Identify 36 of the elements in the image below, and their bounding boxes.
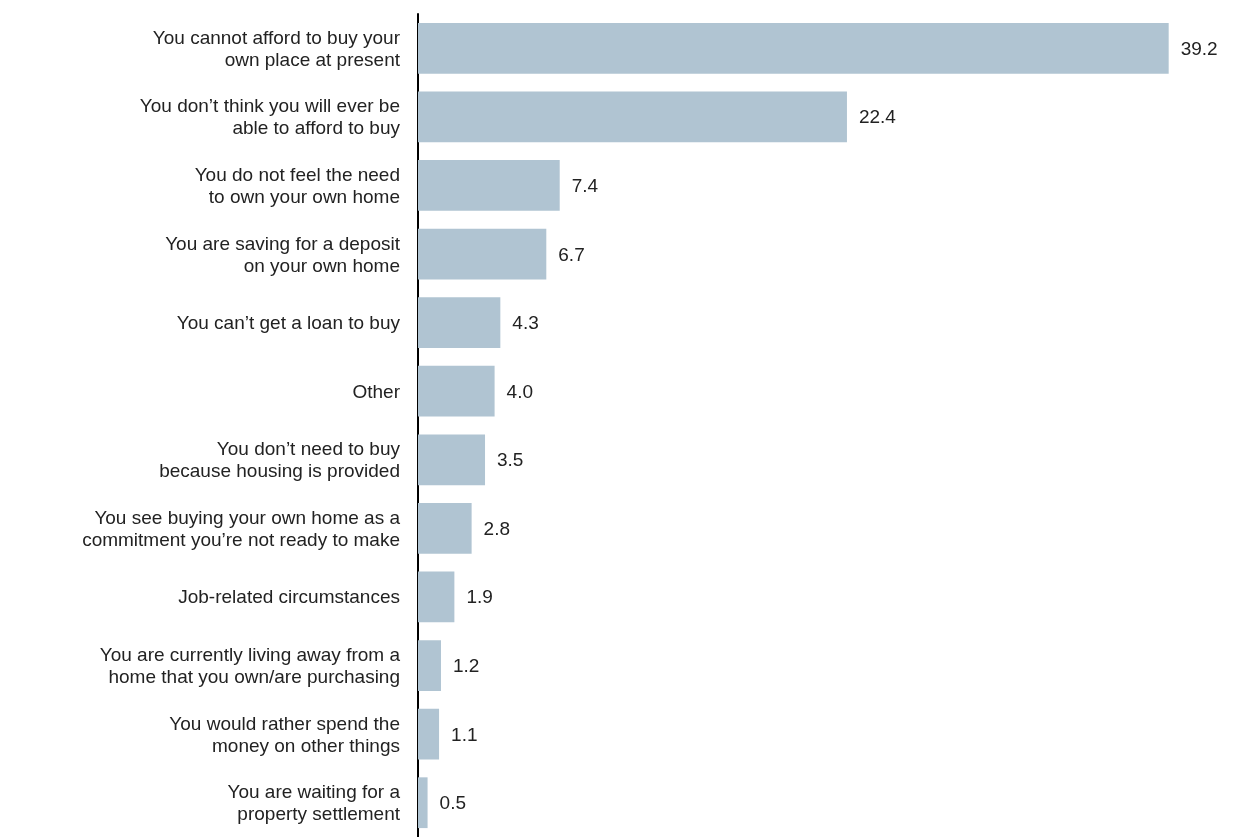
data-label: 2.8 — [483, 517, 511, 539]
bar — [418, 91, 847, 143]
bar — [418, 571, 455, 623]
bar — [418, 160, 560, 211]
bar — [418, 365, 495, 417]
y-tick-label: You are currently living away from a home that you own/are purchasing — [99, 644, 401, 688]
data-label: 1.1 — [451, 723, 478, 745]
bar — [418, 228, 547, 280]
y-tick-label: You don’t think you will ever be able to afford to buy — [139, 95, 401, 139]
data-label: 22.4 — [858, 106, 897, 128]
data-label: 1.2 — [452, 655, 480, 677]
y-tick-label: You see buying your own home as a commitment you’re not ready to make — [82, 506, 401, 550]
bar — [418, 777, 428, 829]
bar — [418, 708, 440, 760]
y-tick-label: You can’t get a loan to buy — [176, 312, 401, 334]
y-tick-label: You would rather spend the money on other things — [169, 712, 400, 756]
data-label: 6.7 — [558, 243, 585, 265]
data-label: 39.2 — [1180, 37, 1218, 59]
data-label: 4.3 — [512, 312, 539, 334]
y-tick-label: Other — [352, 380, 401, 402]
data-label: 4.0 — [506, 380, 534, 402]
y-tick-label: You cannot afford to buy your own place at present — [152, 26, 401, 70]
bar — [418, 297, 501, 348]
y-tick-label: You are waiting for a property settlement — [227, 781, 401, 825]
y-tick-label: You do not feel the need to own your own home — [194, 163, 400, 207]
bar — [418, 640, 441, 691]
bar — [418, 434, 486, 486]
bar — [418, 503, 472, 554]
y-tick-label: You don’t need to buy because housing is provided — [159, 438, 401, 482]
y-tick-label: Job-related circumstances — [178, 586, 400, 608]
bar — [418, 22, 1169, 74]
y-tick-label: You are saving for a deposit on your own home — [165, 232, 401, 276]
data-label: 7.4 — [571, 174, 599, 196]
data-label: 0.5 — [439, 792, 466, 814]
data-label: 3.5 — [497, 449, 524, 471]
data-label: 1.9 — [466, 586, 493, 608]
